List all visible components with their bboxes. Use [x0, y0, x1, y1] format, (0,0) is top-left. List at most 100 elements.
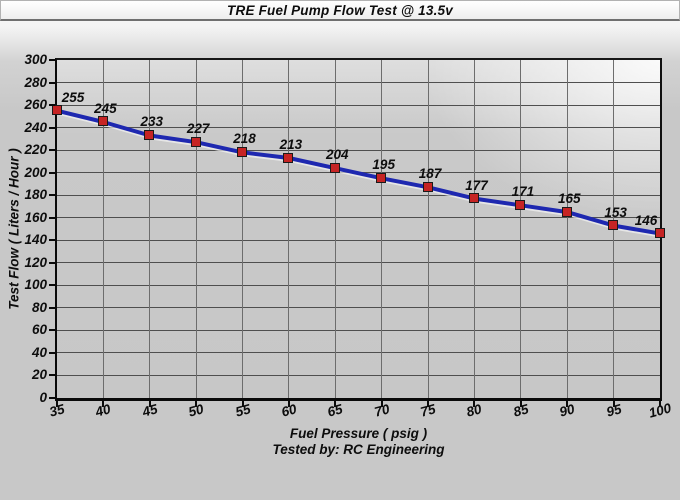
- h-gridline: [57, 82, 660, 84]
- x-tick-label: 95: [604, 401, 623, 420]
- data-point-marker: [468, 193, 479, 204]
- x-axis-tick: [566, 401, 569, 407]
- y-tick-label: 280: [24, 74, 47, 90]
- x-axis-tick: [519, 401, 522, 407]
- y-axis-tick: [49, 194, 55, 197]
- x-tick-label: 85: [511, 401, 531, 420]
- data-point-label: 204: [326, 147, 349, 163]
- data-point-label: 213: [279, 137, 303, 153]
- tested-by-note: Tested by: RC Engineering: [272, 442, 445, 457]
- x-axis-tick: [612, 401, 615, 407]
- chart-title-bar: TRE Fuel Pump Flow Test @ 13.5v: [0, 0, 680, 21]
- h-gridline: [57, 239, 660, 241]
- y-axis-tick: [49, 284, 55, 287]
- y-tick-label: 0: [39, 390, 47, 405]
- x-tick-label: 40: [94, 401, 113, 420]
- y-tick-label: 80: [31, 299, 47, 315]
- data-point-marker: [144, 129, 155, 140]
- x-axis-tick: [56, 401, 58, 407]
- x-axis-tick: [241, 401, 244, 407]
- series-polyline: [57, 108, 660, 236]
- h-gridline: [57, 127, 660, 129]
- x-tick-label: 80: [465, 401, 484, 420]
- x-axis-tick: [334, 401, 337, 407]
- series-line: [57, 108, 660, 236]
- y-tick-label: 260: [24, 97, 47, 113]
- y-axis-tick: [49, 149, 55, 152]
- y-axis-tick: [49, 104, 55, 107]
- h-gridline: [57, 262, 660, 264]
- h-gridline: [57, 284, 660, 286]
- data-point-label: 177: [465, 177, 488, 193]
- data-point-label: 171: [511, 184, 535, 200]
- x-tick-label: 50: [186, 401, 206, 420]
- y-tick-label: 300: [24, 52, 47, 67]
- v-gridline: [195, 60, 197, 398]
- y-axis-tick: [49, 171, 55, 174]
- y-axis-tick: [49, 261, 55, 264]
- data-point-label: 195: [372, 157, 395, 173]
- h-gridline: [57, 307, 660, 309]
- data-point-marker: [237, 146, 248, 157]
- h-gridline: [57, 104, 660, 106]
- data-point-label: 227: [186, 121, 210, 137]
- y-axis-tick: [49, 126, 55, 129]
- y-axis-tick: [49, 216, 55, 219]
- v-gridline: [566, 60, 568, 398]
- data-point-marker: [422, 181, 433, 192]
- data-point-marker: [190, 136, 201, 147]
- y-axis-tick: [49, 329, 55, 332]
- v-gridline: [473, 60, 475, 398]
- y-axis-tick: [49, 374, 55, 377]
- data-point-label: 233: [140, 114, 164, 130]
- x-tick-label: 100: [647, 400, 673, 421]
- h-gridline: [57, 217, 660, 219]
- y-axis-tick: [49, 239, 55, 242]
- y-tick-label: 20: [31, 367, 47, 383]
- y-tick-label: 140: [24, 232, 47, 248]
- x-axis-tick: [427, 401, 430, 407]
- h-gridline: [57, 374, 660, 376]
- h-gridline: [57, 149, 660, 151]
- data-point-marker: [515, 199, 526, 210]
- y-tick-label: 60: [31, 322, 47, 338]
- v-gridline: [427, 60, 429, 398]
- x-tick-label: 45: [140, 401, 159, 420]
- y-tick-label: 160: [24, 209, 47, 225]
- v-gridline: [381, 60, 383, 398]
- h-gridline: [57, 194, 660, 196]
- x-axis-tick: [287, 401, 290, 407]
- data-point-marker: [608, 220, 619, 231]
- data-point-marker: [654, 228, 665, 238]
- plot-area: 255 245 233 227 218 213 204 195 187 177 171 165 153 1…: [51, 58, 665, 401]
- data-point-marker: [376, 172, 387, 183]
- y-tick-label: 180: [24, 187, 47, 203]
- x-tick-label: 65: [326, 401, 345, 420]
- y-axis-tick: [49, 351, 55, 354]
- chart-title: TRE Fuel Pump Flow Test @ 13.5v: [227, 2, 453, 18]
- v-gridline: [102, 60, 104, 398]
- v-gridline: [242, 60, 244, 398]
- data-point-label: 146: [634, 212, 658, 228]
- x-tick-label: 55: [233, 401, 252, 420]
- y-tick-label: 220: [24, 142, 47, 158]
- data-point-label: 218: [233, 131, 256, 147]
- v-gridline: [334, 60, 336, 398]
- y-axis-tick: [49, 81, 55, 84]
- v-gridline: [149, 60, 151, 398]
- x-axis-tick: [195, 401, 198, 407]
- data-point-marker: [283, 152, 294, 163]
- data-point-marker: [51, 105, 62, 116]
- x-axis-tick: [380, 401, 383, 407]
- data-point-label: 245: [94, 100, 117, 116]
- v-gridline: [520, 60, 522, 398]
- x-axis-tick: [148, 401, 151, 407]
- v-gridline: [288, 60, 290, 398]
- x-tick-label: 70: [372, 401, 391, 420]
- data-point-label: 153: [604, 204, 627, 220]
- x-axis-tick: [102, 401, 105, 407]
- data-point-label: 255: [61, 89, 85, 105]
- y-tick-label: 100: [24, 277, 47, 293]
- data-point-marker: [329, 162, 340, 173]
